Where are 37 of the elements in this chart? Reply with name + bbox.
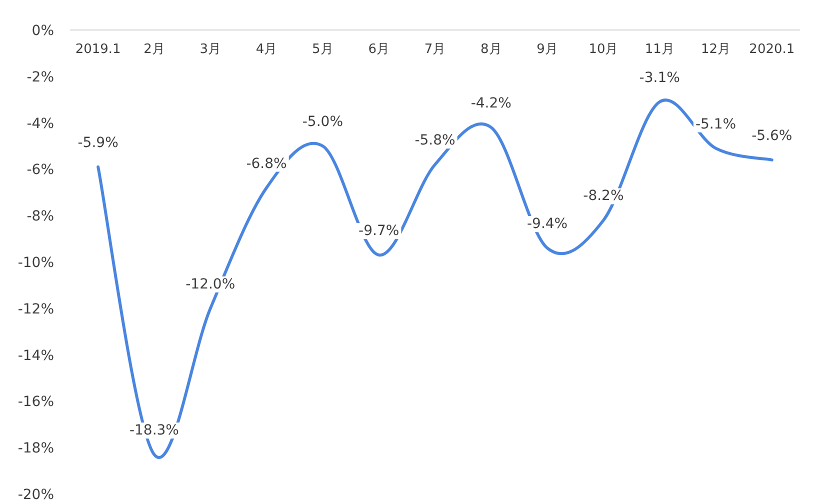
x-tick-label: 9月 (536, 42, 558, 57)
x-tick-label: 2019.1 (75, 42, 121, 57)
data-label: -5.9% (78, 134, 118, 151)
data-label: -9.4% (526, 216, 568, 232)
x-tick-label: 11月 (644, 42, 674, 57)
data-label: -5.1% (695, 116, 736, 132)
x-tick-label: 4月 (256, 42, 278, 57)
x-tick-label: 12月 (700, 42, 731, 57)
y-tick-label: -18% (18, 440, 54, 457)
x-tick-label: 2月 (144, 42, 165, 57)
data-label: -8.2% (583, 188, 624, 204)
data-label: -12.0% (186, 276, 236, 292)
x-tick-label: 6月 (368, 42, 390, 57)
x-tick-label: 10月 (588, 42, 618, 57)
y-tick-label: -2% (26, 69, 54, 86)
x-tick-label: 5月 (312, 42, 334, 57)
y-tick-label: -14% (18, 348, 54, 364)
data-label: -5.6% (752, 128, 792, 144)
data-label: -4.2% (470, 95, 512, 112)
data-label: -5.0% (302, 114, 344, 130)
y-tick-label: -16% (18, 394, 54, 410)
y-tick-label: -6% (26, 162, 54, 178)
y-tick-label: 0% (32, 23, 54, 39)
data-label: -9.7% (358, 223, 400, 240)
y-tick-label: -8% (26, 208, 54, 225)
data-label: -6.8% (246, 156, 287, 172)
data-label: -18.3% (129, 422, 179, 439)
x-tick-label: 2020.1 (749, 42, 795, 57)
y-tick-label: -4% (26, 116, 54, 132)
x-tick-label: 7月 (424, 42, 446, 57)
x-tick-label: 8月 (480, 42, 502, 57)
x-tick-label: 3月 (200, 42, 222, 57)
data-label: -5.8% (414, 132, 456, 149)
data-label: -3.1% (639, 70, 680, 86)
y-tick-label: -12% (18, 301, 54, 318)
y-tick-label: -10% (18, 255, 54, 271)
y-tick-label: -20% (18, 487, 54, 503)
